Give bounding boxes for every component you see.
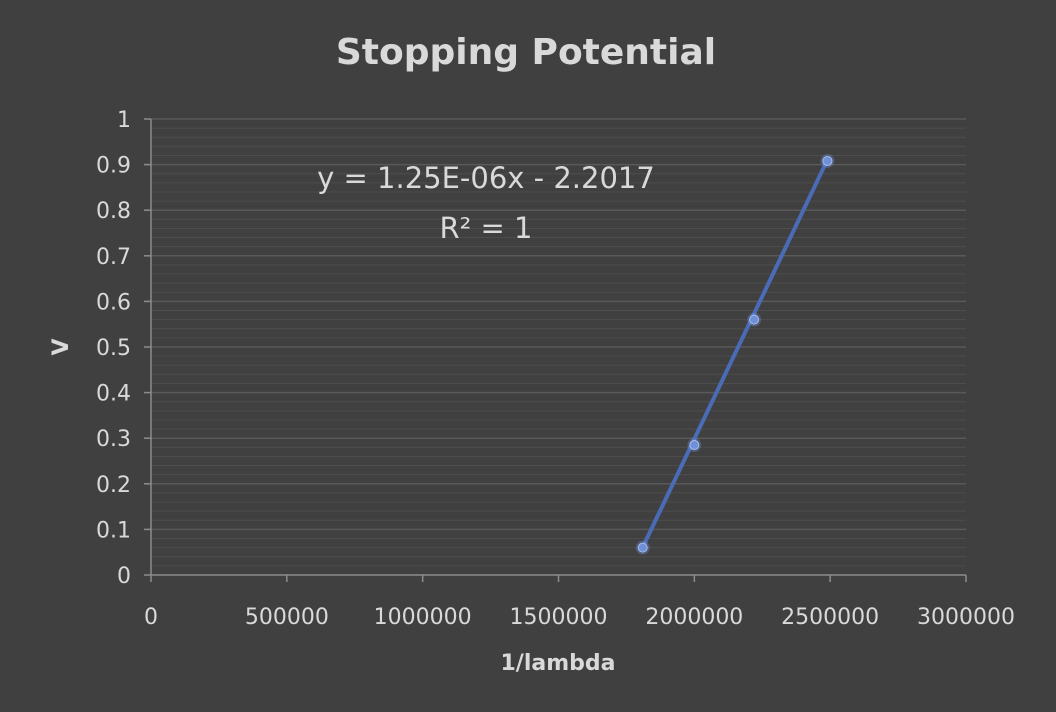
- trendline-r-squared: R² = 1: [440, 211, 533, 245]
- x-axis-title: 1/lambda: [501, 651, 616, 676]
- trendline-group: [640, 157, 830, 550]
- chart-title: Stopping Potential: [336, 32, 716, 73]
- data-point: [822, 155, 833, 166]
- gridlines: [151, 118, 966, 567]
- data-point: [689, 440, 700, 451]
- x-tick-label: 2000000: [645, 605, 743, 630]
- y-tick-label: 0.9: [96, 154, 131, 179]
- y-tick-label: 0.7: [96, 245, 131, 270]
- y-tick-label: 0.1: [96, 518, 131, 543]
- y-tick-label: 0.4: [96, 382, 131, 407]
- axes: [144, 118, 967, 582]
- x-tick-label: 3000000: [917, 605, 1015, 630]
- data-points: [635, 153, 835, 555]
- x-tick-label: 1500000: [510, 605, 608, 630]
- data-point: [749, 314, 760, 325]
- y-tick-label: 0.3: [96, 427, 131, 452]
- y-tick-label: 0.5: [96, 336, 131, 361]
- x-tick-label: 2500000: [781, 605, 879, 630]
- y-tick-label: 0.2: [96, 473, 131, 498]
- tick-labels: 0 0.1 0.2 0.3 0.4 0.5 0.6 0.7 0.8 0.9 1 0 500000 1000…: [96, 108, 1015, 630]
- data-point: [637, 542, 648, 553]
- y-tick-label: 0: [117, 564, 131, 589]
- trendline-equation: y = 1.25E-06x - 2.2017: [317, 161, 655, 195]
- linear-trendline: [640, 157, 830, 550]
- y-tick-label: 0.8: [96, 199, 131, 224]
- x-tick-label: 0: [144, 605, 158, 630]
- x-tick-label: 500000: [245, 605, 329, 630]
- y-tick-label: 0.6: [96, 290, 131, 315]
- y-tick-label: 1: [117, 108, 131, 133]
- y-axis-title: V: [49, 338, 74, 355]
- x-tick-label: 1000000: [374, 605, 472, 630]
